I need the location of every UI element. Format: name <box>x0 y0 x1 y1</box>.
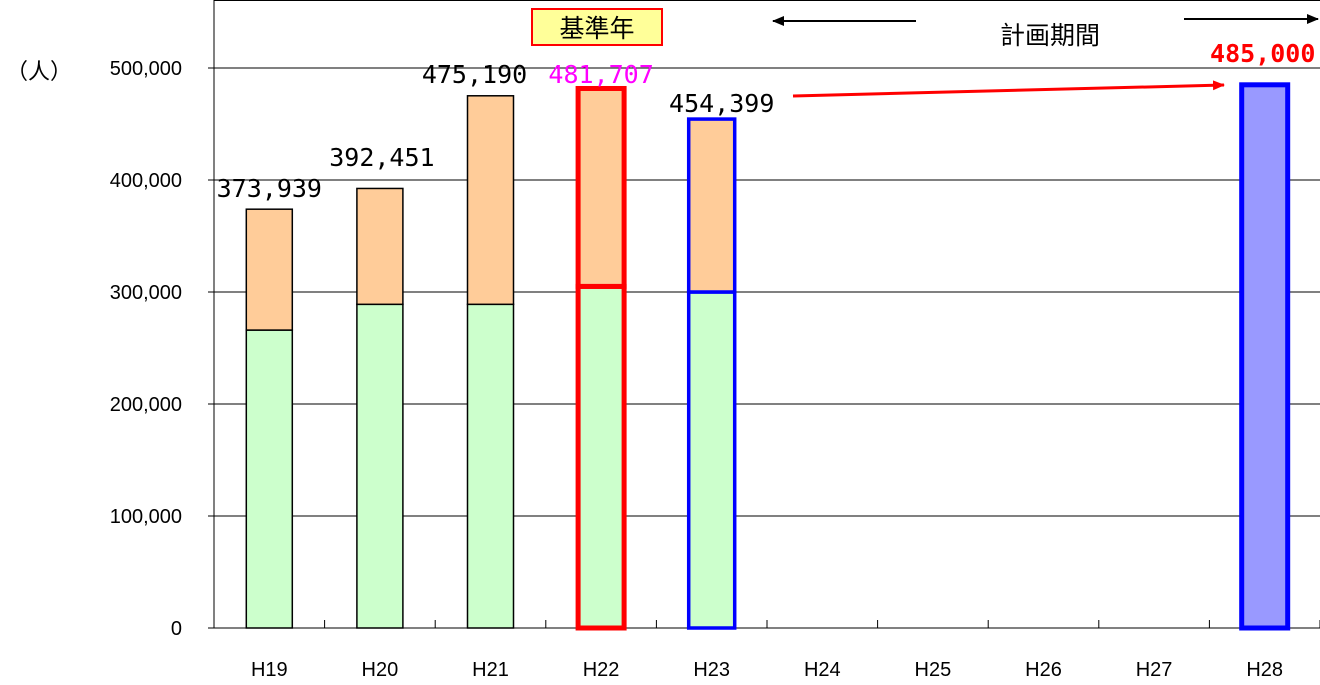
bar-segment-lower <box>686 290 737 630</box>
total-data-label: 481,707 <box>548 60 653 89</box>
total-data-label: 373,939 <box>217 174 322 203</box>
bar-segment-upper <box>575 85 627 289</box>
y-tick-label: 100,000 <box>110 506 182 528</box>
x-tick-label: H20 <box>362 659 399 681</box>
y-axis: 0 100,000 200,000 300,000 400,000 500,000 <box>110 58 214 640</box>
plan-period-label: 計画期間 <box>1000 21 1100 50</box>
total-data-label: 485,000 <box>1210 39 1315 68</box>
bar-segment-upper <box>356 187 404 306</box>
x-tick-label: H26 <box>1025 659 1062 681</box>
bar-segment-lower <box>245 329 294 629</box>
bar-segment-lower <box>575 283 627 631</box>
y-unit-label: （人） <box>6 60 72 85</box>
total-data-label: 475,190 <box>422 60 527 89</box>
bar-segment-lower <box>466 303 515 629</box>
y-tick-label: 300,000 <box>110 282 182 304</box>
plot-area <box>213 0 1320 628</box>
x-tick-label: H21 <box>472 659 509 681</box>
x-tick-label: H28 <box>1246 659 1283 681</box>
bar-segment-lower <box>356 303 404 629</box>
base-year-badge <box>531 8 663 46</box>
x-tick-label: H25 <box>915 659 952 681</box>
target-arrow <box>792 80 1225 98</box>
y-tick-label: 400,000 <box>110 170 182 192</box>
bar-segment-upper <box>466 95 515 306</box>
bar-segment-upper <box>686 117 737 294</box>
x-tick-label: H22 <box>583 659 620 681</box>
y-tick-label: 0 <box>171 618 182 640</box>
total-data-label: 392,451 <box>329 143 434 172</box>
annotations: 基準年 計画期間 <box>531 8 1319 98</box>
x-tick-label: H24 <box>804 659 841 681</box>
total-data-label: 454,399 <box>669 89 774 118</box>
x-tick-label: H27 <box>1136 659 1173 681</box>
bar-segment-lower <box>1239 82 1291 631</box>
y-tick-label: 200,000 <box>110 394 182 416</box>
x-tick-label: H19 <box>251 659 288 681</box>
x-tick-label: H23 <box>693 659 730 681</box>
base-year-label: 基準年 <box>559 14 634 43</box>
bar-segment-upper <box>245 208 294 331</box>
x-axis: H19 H20 H21 H22 H23 H24 H25 H26 H27 H28 <box>213 620 1320 681</box>
y-tick-label: 500,000 <box>110 58 182 80</box>
bars <box>245 82 1291 631</box>
